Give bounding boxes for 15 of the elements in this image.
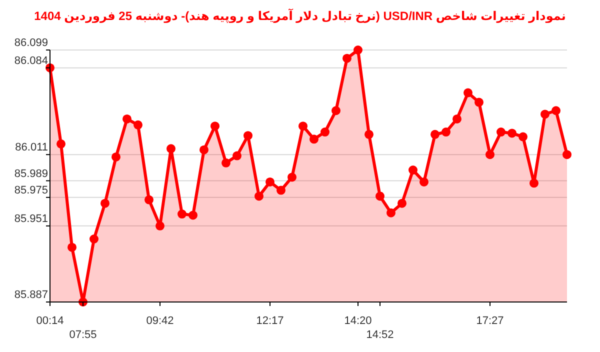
chart-title: نمودار تغییرات شاخص USD/INR (نرخ تبادل دلار آمریکا و روپیه هند)- دوشنبه 25 فروردین 1404 <box>34 8 566 23</box>
y-tick-label: 85.975 <box>14 184 48 196</box>
y-tick-label: 85.951 <box>14 212 48 225</box>
x-tick-label: 14:20 <box>344 315 372 327</box>
y-tick-label: 86.099 <box>14 37 48 49</box>
x-tick-label: 00:14 <box>36 315 64 327</box>
y-tick-label: 85.887 <box>14 289 48 301</box>
x-tick-label: 17:27 <box>476 315 504 327</box>
x-tick-label: 12:17 <box>256 315 284 327</box>
x-tick-label: 07:55 <box>69 329 97 341</box>
x-tick-label: 14:52 <box>366 329 394 341</box>
y-tick-label: 85.989 <box>14 168 48 180</box>
y-tick-label: 86.084 <box>14 54 48 67</box>
y-tick-label: 86.011 <box>15 142 48 154</box>
x-tick-label: 09:42 <box>146 315 174 327</box>
